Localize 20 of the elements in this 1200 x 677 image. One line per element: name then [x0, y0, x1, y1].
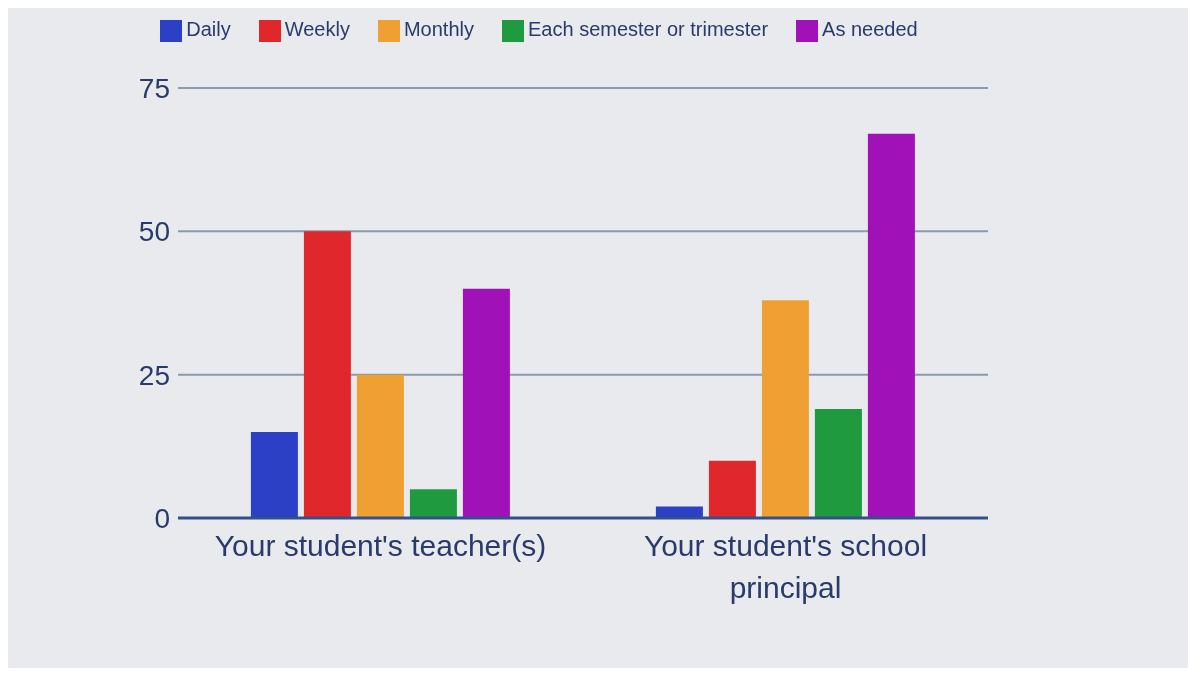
y-tick-label: 50	[138, 216, 170, 248]
bar	[814, 409, 862, 518]
y-tick-label: 25	[138, 359, 170, 391]
bar	[867, 133, 915, 518]
bar	[708, 460, 756, 518]
x-tick-label: Your student's school principal	[643, 529, 928, 604]
y-tick-label: 0	[154, 502, 170, 534]
bar	[409, 489, 457, 518]
legend-label: Weekly	[284, 18, 350, 40]
legend-label: Each semester or trimester	[527, 18, 769, 40]
bar	[250, 432, 298, 518]
legend-label: Monthly	[403, 18, 474, 40]
legend-label: Daily	[186, 18, 231, 40]
bar	[462, 288, 510, 518]
bar	[356, 374, 404, 518]
x-tick-label: Your student's teacher(s)	[214, 529, 547, 562]
legend-label: As needed	[822, 18, 918, 40]
bar	[303, 231, 351, 518]
bar	[761, 300, 809, 518]
y-tick-label: 75	[138, 72, 170, 104]
